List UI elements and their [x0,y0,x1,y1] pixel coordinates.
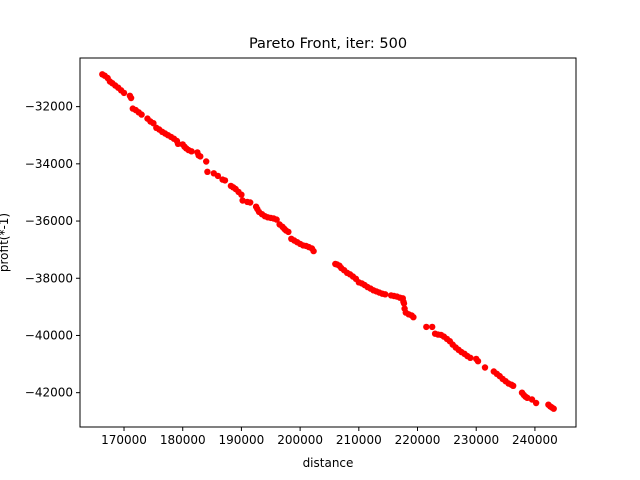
data-point [467,354,474,361]
x-tick-label: 180000 [160,433,206,447]
x-tick-label: 190000 [219,433,265,447]
data-point [120,89,128,97]
data-point [285,228,292,236]
y-axis-ticks: −32000 −34000 −36000 −38000 −40000 −42000 [25,100,80,400]
data-point [203,158,210,165]
data-point [174,140,182,147]
y-tick-label: −40000 [25,328,73,342]
x-tick-label: 230000 [453,433,499,447]
data-point [510,382,517,389]
y-axis-title: profit(*-1) [0,213,11,272]
chart-title: Pareto Front, iter: 500 [249,36,407,52]
data-point [204,168,211,175]
y-tick-label: −34000 [25,157,73,171]
x-tick-label: 210000 [336,433,382,447]
y-tick-label: −42000 [25,386,73,400]
data-point [127,94,135,102]
data-point [481,364,489,371]
data-point [532,399,540,407]
x-tick-label: 200000 [277,433,323,447]
data-point [382,291,389,298]
x-tick-label: 220000 [395,433,441,447]
data-point [221,177,229,184]
data-point [410,314,417,321]
data-point [238,191,245,198]
y-tick-label: −36000 [25,214,73,228]
data-point [273,216,280,223]
data-point [188,148,195,155]
data-point [423,323,430,331]
x-tick-label: 170000 [101,433,147,447]
data-point [247,199,254,206]
x-tick-label: 240000 [512,433,558,447]
y-tick-label: −32000 [25,100,73,114]
x-axis-title: distance [303,456,354,470]
scatter-points [99,71,557,412]
data-point [429,323,436,331]
data-point [150,120,157,127]
data-point [400,300,408,307]
data-point [138,111,145,118]
data-point [474,358,482,365]
data-point [197,153,204,160]
data-point [310,247,317,255]
axes-frame [79,57,577,428]
y-tick-label: −38000 [25,271,73,285]
data-point [550,405,557,412]
x-axis-ticks: 170000 180000 190000 200000 210000 220000 2300… [101,427,558,447]
data-point [214,172,222,180]
